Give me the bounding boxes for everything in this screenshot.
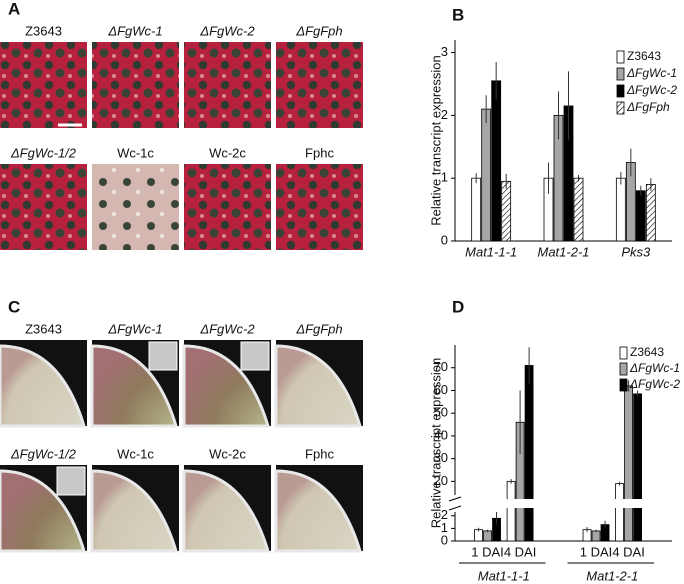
plate <box>182 344 271 428</box>
legend-swatch <box>616 84 625 98</box>
y-tick-label: 40 <box>434 427 448 442</box>
break-mark <box>448 505 462 511</box>
photo-label: ΔFgWc-1 <box>107 23 162 38</box>
x-tick-label: Mat1-2-1 <box>537 244 589 259</box>
inset <box>240 341 270 371</box>
photo-label: Fphc <box>305 145 334 160</box>
x-tick-label: 4 DAI <box>612 544 645 559</box>
x-tick-label: Mat1-1-1 <box>465 244 517 259</box>
bar <box>635 190 646 242</box>
bar <box>633 393 642 542</box>
break-mark <box>448 496 462 502</box>
photo-label: Z3643 <box>25 23 62 38</box>
photo <box>184 42 271 128</box>
legend-swatch <box>619 362 628 376</box>
y-tick-label: 1 <box>441 520 448 535</box>
plate <box>0 344 87 428</box>
legend-swatch <box>616 50 625 64</box>
photo-label: ΔFgWc-2 <box>199 23 255 38</box>
bar <box>591 530 601 542</box>
legend-label: ΔFgWc-2 <box>626 83 677 97</box>
photo-label: ΔFgFph <box>295 23 342 38</box>
y-tick-label: 20 <box>434 473 448 488</box>
plate <box>90 469 179 553</box>
x-tick-label: 1 DAI <box>471 544 504 559</box>
legend-label: Z3643 <box>627 49 661 63</box>
bar <box>573 177 584 242</box>
x-tick-label: 1 DAI <box>580 544 613 559</box>
photo-label: Fphc <box>305 446 334 461</box>
legend-label: ΔFgWc-1 <box>629 361 680 375</box>
photo <box>92 164 179 250</box>
legend-label: ΔFgFph <box>626 100 670 114</box>
inset <box>148 341 178 371</box>
legend-label: ΔFgWc-1 <box>626 66 677 80</box>
y-axis-label: Relative transcript expression <box>428 55 443 226</box>
y-tick-label: 2 <box>441 107 448 122</box>
y-tick-label: 30 <box>434 450 448 465</box>
group-label: Mat1-1-1 <box>478 568 530 583</box>
legend-label: ΔFgWc-2 <box>629 377 680 391</box>
photo <box>184 164 271 250</box>
plate <box>274 344 363 428</box>
bar <box>615 483 624 542</box>
legend-swatch <box>619 346 628 360</box>
y-axis-label: Relative transcript expression <box>428 358 443 529</box>
legend-swatch <box>616 101 625 115</box>
bar <box>471 177 482 242</box>
photo-label: ΔFgFph <box>295 321 342 336</box>
photo-label: ΔFgWc-2 <box>199 321 255 336</box>
plate <box>274 469 363 553</box>
photo-label: ΔFgWc-1/2 <box>10 145 77 160</box>
axis-break <box>447 499 674 508</box>
plate <box>0 469 87 553</box>
legend-label: Z3643 <box>630 345 664 359</box>
panel-letter: A <box>8 0 20 18</box>
photo-label: Wc-2c <box>209 446 246 461</box>
plate <box>182 469 271 553</box>
bar <box>506 480 516 542</box>
photo <box>0 42 87 128</box>
bar <box>645 184 656 242</box>
photo <box>92 42 179 128</box>
y-tick-label: 60 <box>434 382 448 397</box>
photo-label: ΔFgWc-1 <box>107 321 162 336</box>
bar <box>615 177 626 242</box>
y-tick-label: 50 <box>434 405 448 420</box>
panel-letter: C <box>8 297 20 316</box>
group-label: Mat1-2-1 <box>586 568 638 583</box>
legend-swatch <box>619 378 628 392</box>
photo <box>276 42 363 128</box>
photo-label: Z3643 <box>25 321 62 336</box>
y-tick-label: 3 <box>441 44 448 59</box>
bar <box>481 108 492 242</box>
x-tick-label: Pks3 <box>621 244 651 259</box>
photo-label: ΔFgWc-1/2 <box>10 446 77 461</box>
bar <box>524 365 534 542</box>
y-tick-label: 70 <box>434 359 448 374</box>
bar <box>491 80 502 242</box>
x-tick-label: 4 DAI <box>504 544 537 559</box>
photo <box>0 164 87 250</box>
y-tick-label: 0 <box>441 532 448 547</box>
bar <box>624 385 633 542</box>
y-tick-label: 2 <box>441 507 448 522</box>
panel-letter: B <box>452 5 464 24</box>
photo-label: Wc-2c <box>209 145 246 160</box>
y-tick-label: 1 <box>441 170 448 185</box>
legend-swatch <box>616 67 625 81</box>
plate <box>90 344 179 428</box>
photo-label: Wc-1c <box>117 446 154 461</box>
inset <box>56 466 86 496</box>
photo-label: Wc-1c <box>117 145 154 160</box>
y-tick-label: 0 <box>441 232 448 247</box>
panel-letter: D <box>452 297 464 316</box>
bar <box>501 180 512 242</box>
bar <box>483 530 492 542</box>
photo <box>276 164 363 250</box>
